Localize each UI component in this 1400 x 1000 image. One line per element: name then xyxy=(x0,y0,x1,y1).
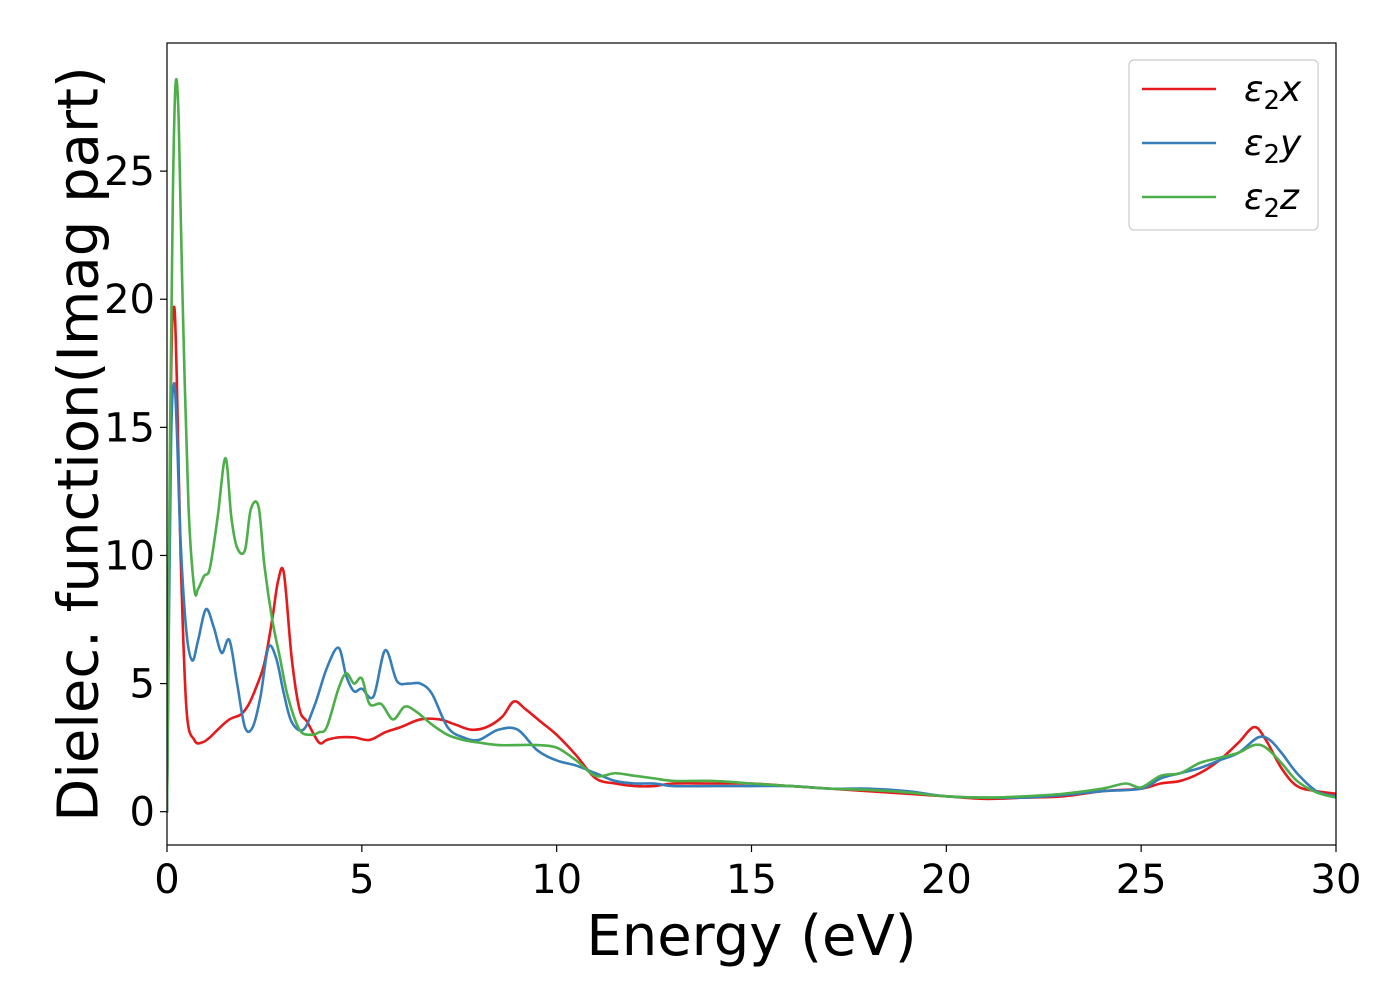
y-tick-label: 25 xyxy=(104,149,155,195)
y-tick-label: 5 xyxy=(130,662,155,708)
series-layer xyxy=(167,77,1336,813)
y-axis-label: Dielec. function(Imag part) xyxy=(47,66,112,822)
x-tick-label: 20 xyxy=(921,857,972,903)
legend-label-eps2x: ε2x xyxy=(1244,69,1302,116)
y-tick-label: 20 xyxy=(104,277,155,323)
x-axis-label: Energy (eV) xyxy=(586,904,916,969)
tick-layer: 0 5 10 15 20 25 30 0 5 10 15 20 25 xyxy=(104,149,1361,903)
y-tick-label: 0 xyxy=(130,790,155,836)
legend-label-eps2y: ε2y xyxy=(1244,123,1302,170)
legend: ε2x ε2y ε2z xyxy=(1128,59,1319,231)
series-line-eps2y xyxy=(167,382,1336,813)
x-tick-label: 0 xyxy=(154,857,179,903)
x-tick-label: 25 xyxy=(1116,857,1167,903)
legend-label-eps2z: ε2z xyxy=(1244,177,1300,224)
legend-box xyxy=(1128,59,1319,231)
x-tick-label: 15 xyxy=(726,857,777,903)
y-tick-label: 15 xyxy=(104,405,155,451)
x-tick-label: 5 xyxy=(349,857,374,903)
series-line-eps2z xyxy=(167,77,1336,813)
y-tick-label: 10 xyxy=(104,533,155,579)
x-tick-label: 10 xyxy=(531,857,582,903)
x-tick-label: 30 xyxy=(1311,857,1362,903)
